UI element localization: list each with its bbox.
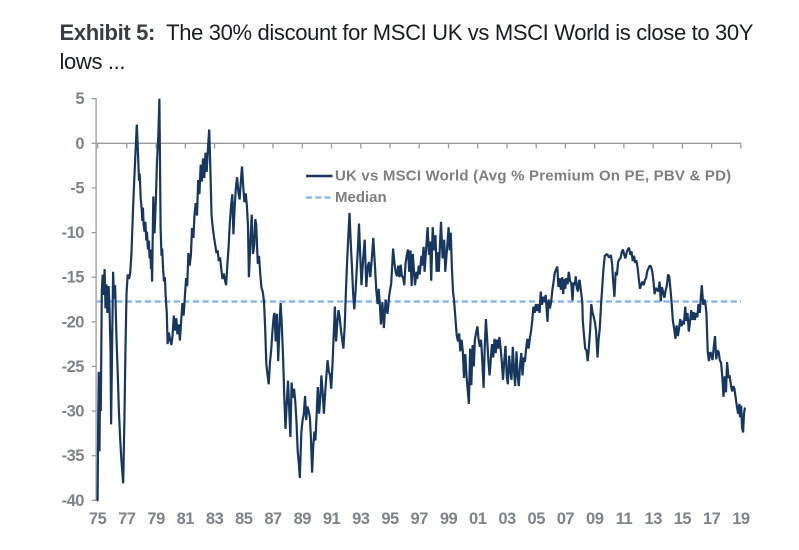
svg-text:89: 89 bbox=[294, 510, 312, 528]
svg-text:93: 93 bbox=[352, 510, 370, 528]
svg-text:77: 77 bbox=[118, 510, 136, 528]
svg-text:05: 05 bbox=[528, 510, 546, 528]
svg-text:UK vs MSCI World (Avg % Premiu: UK vs MSCI World (Avg % Premium On PE, P… bbox=[335, 167, 731, 184]
svg-text:87: 87 bbox=[264, 510, 282, 528]
svg-text:0: 0 bbox=[75, 135, 84, 153]
svg-text:-10: -10 bbox=[62, 224, 85, 242]
svg-text:83: 83 bbox=[206, 510, 224, 528]
svg-text:-5: -5 bbox=[70, 179, 84, 197]
svg-text:13: 13 bbox=[645, 510, 663, 528]
svg-text:07: 07 bbox=[557, 510, 575, 528]
svg-text:-15: -15 bbox=[62, 269, 85, 287]
svg-text:91: 91 bbox=[323, 510, 341, 528]
svg-text:75: 75 bbox=[89, 510, 107, 528]
svg-text:Median: Median bbox=[335, 189, 387, 206]
svg-text:01: 01 bbox=[469, 510, 487, 528]
svg-text:81: 81 bbox=[177, 510, 195, 528]
svg-text:03: 03 bbox=[498, 510, 516, 528]
svg-text:5: 5 bbox=[75, 90, 84, 108]
svg-text:-35: -35 bbox=[62, 447, 85, 465]
svg-text:17: 17 bbox=[703, 510, 721, 528]
svg-text:85: 85 bbox=[235, 510, 253, 528]
svg-text:-20: -20 bbox=[62, 313, 85, 331]
svg-text:19: 19 bbox=[732, 510, 750, 528]
svg-text:11: 11 bbox=[616, 510, 633, 528]
svg-text:-25: -25 bbox=[62, 358, 85, 376]
svg-text:09: 09 bbox=[586, 510, 604, 528]
svg-text:79: 79 bbox=[147, 510, 165, 528]
svg-text:-40: -40 bbox=[62, 492, 85, 510]
svg-text:-30: -30 bbox=[62, 403, 85, 421]
svg-text:15: 15 bbox=[674, 510, 692, 528]
svg-text:99: 99 bbox=[440, 510, 458, 528]
svg-text:95: 95 bbox=[381, 510, 399, 528]
svg-text:97: 97 bbox=[411, 510, 429, 528]
